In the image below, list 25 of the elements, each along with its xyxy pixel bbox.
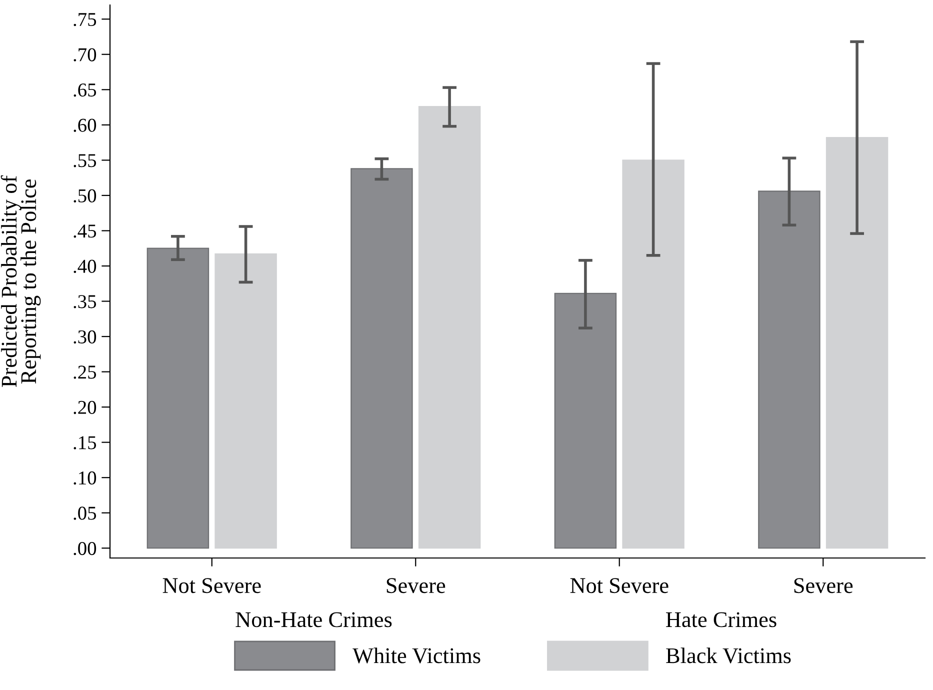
y-tick-label: .30	[74, 330, 96, 344]
y-tick-label: .70	[74, 48, 96, 62]
y-tick-label: .50	[74, 189, 96, 202]
x-tick-label: Severe	[386, 578, 446, 594]
legend-label: White Victims	[352, 648, 480, 664]
y-tick-label: .65	[74, 84, 96, 97]
x-tick-label: Not Severe	[162, 578, 261, 594]
y-tick-label: .55	[74, 154, 96, 168]
text: Non-Hate Crimes	[236, 612, 392, 628]
y-tick-label: .40	[74, 260, 96, 274]
y-axis-title: Predicted Probability of Reporting to the Police	[0, 175, 41, 388]
x-tick-label: Severe	[794, 578, 853, 594]
y-tick-label: .60	[74, 118, 96, 132]
y-tick-label: .25	[74, 366, 96, 379]
x-tick-label: Not Severe	[570, 578, 668, 594]
y-tick-label: .35	[74, 295, 96, 308]
legend-label: Black Victims	[666, 648, 791, 664]
y-tick-label: .00	[74, 542, 96, 556]
y-tick-label: .20	[74, 400, 96, 414]
text: Hate Crimes	[666, 612, 776, 628]
y-tick-label: .45	[74, 224, 96, 238]
y-tick-label: .75	[74, 13, 96, 26]
y-tick-label: .05	[74, 506, 96, 520]
y-tick-label: .10	[74, 471, 96, 485]
y-tick-label: .15	[74, 436, 96, 450]
